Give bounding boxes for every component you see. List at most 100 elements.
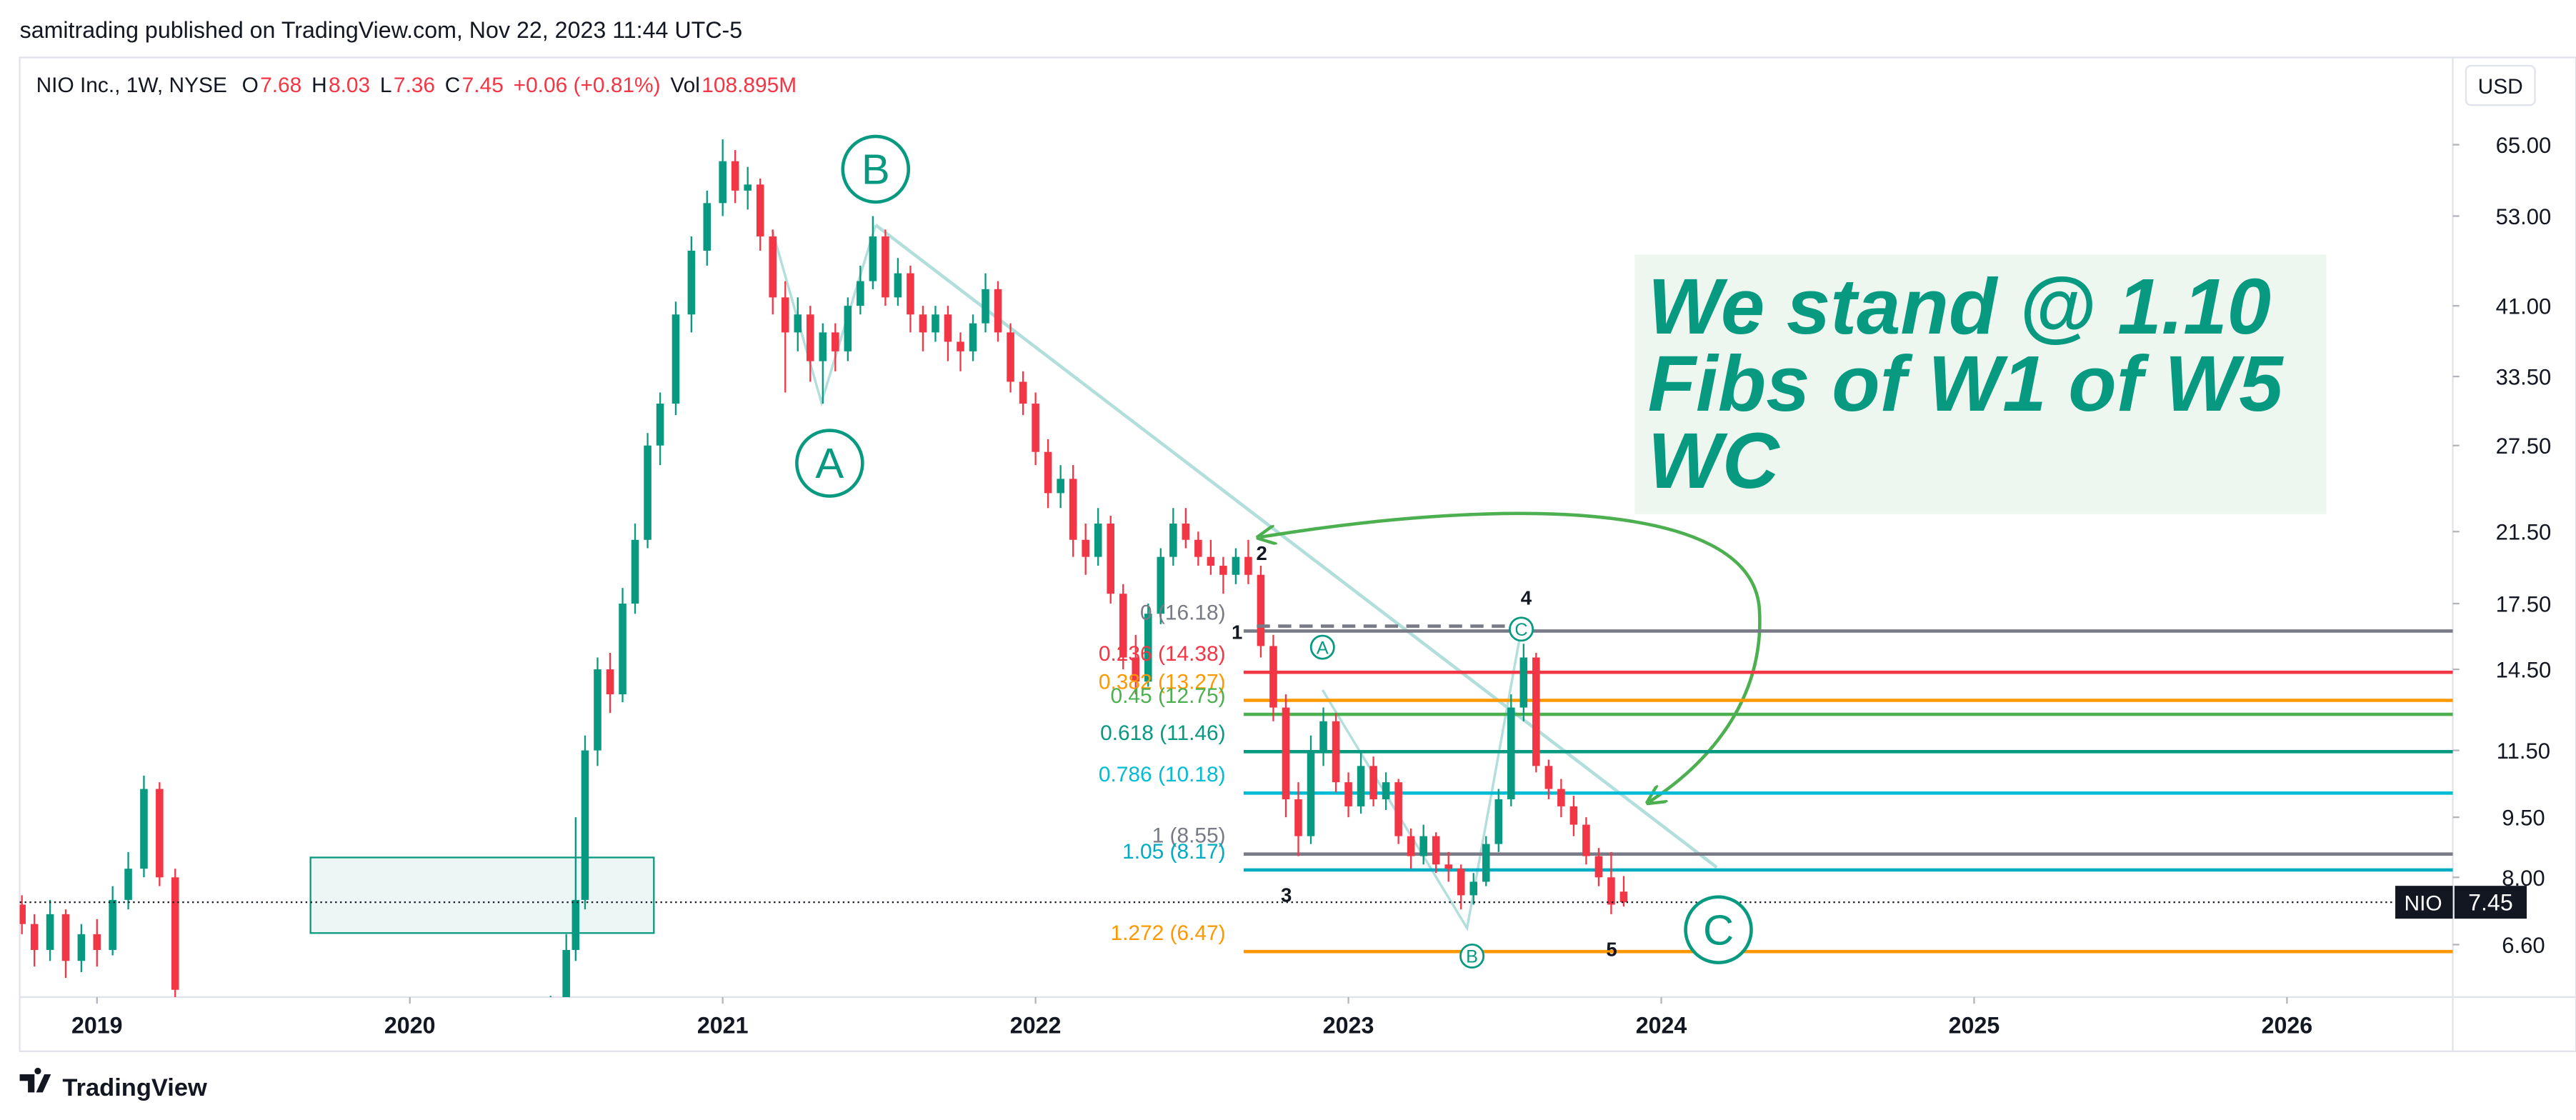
legend-text: L — [380, 74, 392, 97]
footer-brand: TradingView — [62, 1074, 207, 1101]
plot-area — [19, 139, 2453, 997]
candle-body — [1569, 806, 1578, 825]
candle-body — [781, 297, 789, 333]
y-tick-label: 17.50 — [2496, 592, 2552, 617]
zone-box — [309, 856, 655, 934]
currency[interactable]: USD — [2478, 75, 2523, 99]
candle-body — [1319, 721, 1327, 751]
candle-body — [594, 669, 601, 751]
candle-body — [156, 789, 164, 878]
legend-text: +0.06 (+0.81%) — [514, 74, 661, 97]
candle-body — [932, 314, 939, 333]
curved-arrow — [1260, 511, 1762, 801]
wave-label: C — [1703, 906, 1734, 954]
candle-body — [1544, 766, 1553, 789]
candle-body — [1507, 707, 1515, 800]
candle-body — [832, 332, 839, 351]
candle-body — [1019, 381, 1027, 404]
subwave-circle — [1459, 943, 1485, 969]
fib-label: 0.236 (14.38) — [1099, 642, 1226, 666]
x-tick-label: 2024 — [1636, 1013, 1687, 1039]
candle-body — [562, 949, 570, 997]
candle-body — [687, 250, 696, 315]
candle-body — [894, 273, 902, 298]
y-tick-label: 11.50 — [2497, 739, 2550, 764]
candle-body — [77, 934, 86, 961]
candle-body — [1232, 556, 1240, 575]
candle-body — [644, 445, 652, 540]
candle-body — [1482, 844, 1490, 882]
fib-label: 0.382 (13.27) — [1099, 670, 1226, 694]
y-tick-label: 9.50 — [2502, 806, 2545, 831]
candle-body — [1169, 523, 1177, 557]
candle-body — [982, 289, 989, 324]
wave-count: 1 — [1232, 621, 1242, 644]
fib-label: 1 (8.55) — [1152, 824, 1226, 848]
publish-header: samitrading published on TradingView.com… — [20, 17, 743, 43]
currency-box[interactable] — [2465, 64, 2536, 106]
candle-body — [1007, 332, 1014, 382]
candle-body — [1044, 451, 1052, 494]
candle-body — [1394, 782, 1402, 836]
fib-label: 0.786 (10.18) — [1099, 763, 1226, 786]
candle-body — [744, 184, 752, 191]
legend-text: 7.36 — [394, 74, 435, 97]
candle-body — [1594, 856, 1603, 878]
fib-label: 1.272 (6.47) — [1111, 921, 1226, 945]
candle-body — [1032, 404, 1039, 452]
candle-body — [1219, 566, 1227, 575]
candle-body — [1282, 707, 1290, 800]
note-text: We stand @ 1.10 — [1648, 263, 2271, 351]
candle-body — [731, 161, 739, 191]
candle-body — [1607, 877, 1615, 905]
candle-body — [619, 604, 626, 695]
legend-text: Vol — [670, 74, 700, 97]
x-tick-label: 2025 — [1949, 1013, 2000, 1039]
candle-body — [1444, 864, 1452, 869]
y-tick-label: 33.50 — [2496, 365, 2552, 390]
candle-body — [1244, 556, 1252, 575]
symbol-tag — [2395, 886, 2453, 919]
candle-body — [1357, 766, 1365, 806]
legend-text: 108.895M — [702, 74, 797, 97]
x-tick-label: 2022 — [1010, 1013, 1062, 1039]
candle-body — [1069, 479, 1077, 540]
candle-body — [93, 934, 101, 950]
x-tick-label: 2023 — [1323, 1013, 1374, 1039]
candle-body — [1619, 891, 1628, 903]
y-tick-label: 65.00 — [2496, 133, 2552, 158]
candle-body — [571, 899, 580, 950]
candle-body — [672, 314, 680, 404]
legend-text: 7.68 — [260, 74, 301, 97]
candle-body — [1207, 556, 1215, 566]
candle-body — [844, 306, 852, 351]
legend-text: 7.45 — [462, 74, 504, 97]
candle-body — [769, 236, 777, 298]
fib-label: 0 (16.18) — [1140, 601, 1226, 624]
candle-body — [1532, 657, 1540, 766]
subwave-circle — [1309, 634, 1335, 660]
legend-text: C — [445, 74, 461, 97]
wave-label: B — [862, 146, 890, 194]
x-tick-label: 2026 — [2262, 1013, 2313, 1039]
y-tick-label: 14.50 — [2496, 658, 2552, 683]
x-tick-label: 2019 — [71, 1013, 123, 1039]
y-tick-label: 21.50 — [2496, 520, 2552, 545]
legend-text: H — [311, 74, 327, 97]
candle-body — [581, 750, 589, 900]
candle-body — [1144, 614, 1152, 682]
candle-body — [919, 314, 927, 333]
candle-body — [1519, 657, 1528, 708]
candle-body — [171, 877, 179, 990]
tradingview-logo — [19, 1067, 51, 1093]
candle-body — [1407, 836, 1415, 856]
candle-body — [869, 236, 877, 281]
legend-text: NIO Inc., 1W, NYSE — [36, 74, 227, 97]
note-box — [1634, 254, 2327, 514]
x-tick-label: 2021 — [697, 1013, 749, 1039]
candle-body — [1094, 523, 1102, 557]
candle-body — [703, 203, 712, 251]
price-tag — [2454, 886, 2527, 919]
candle-body — [1432, 836, 1440, 865]
